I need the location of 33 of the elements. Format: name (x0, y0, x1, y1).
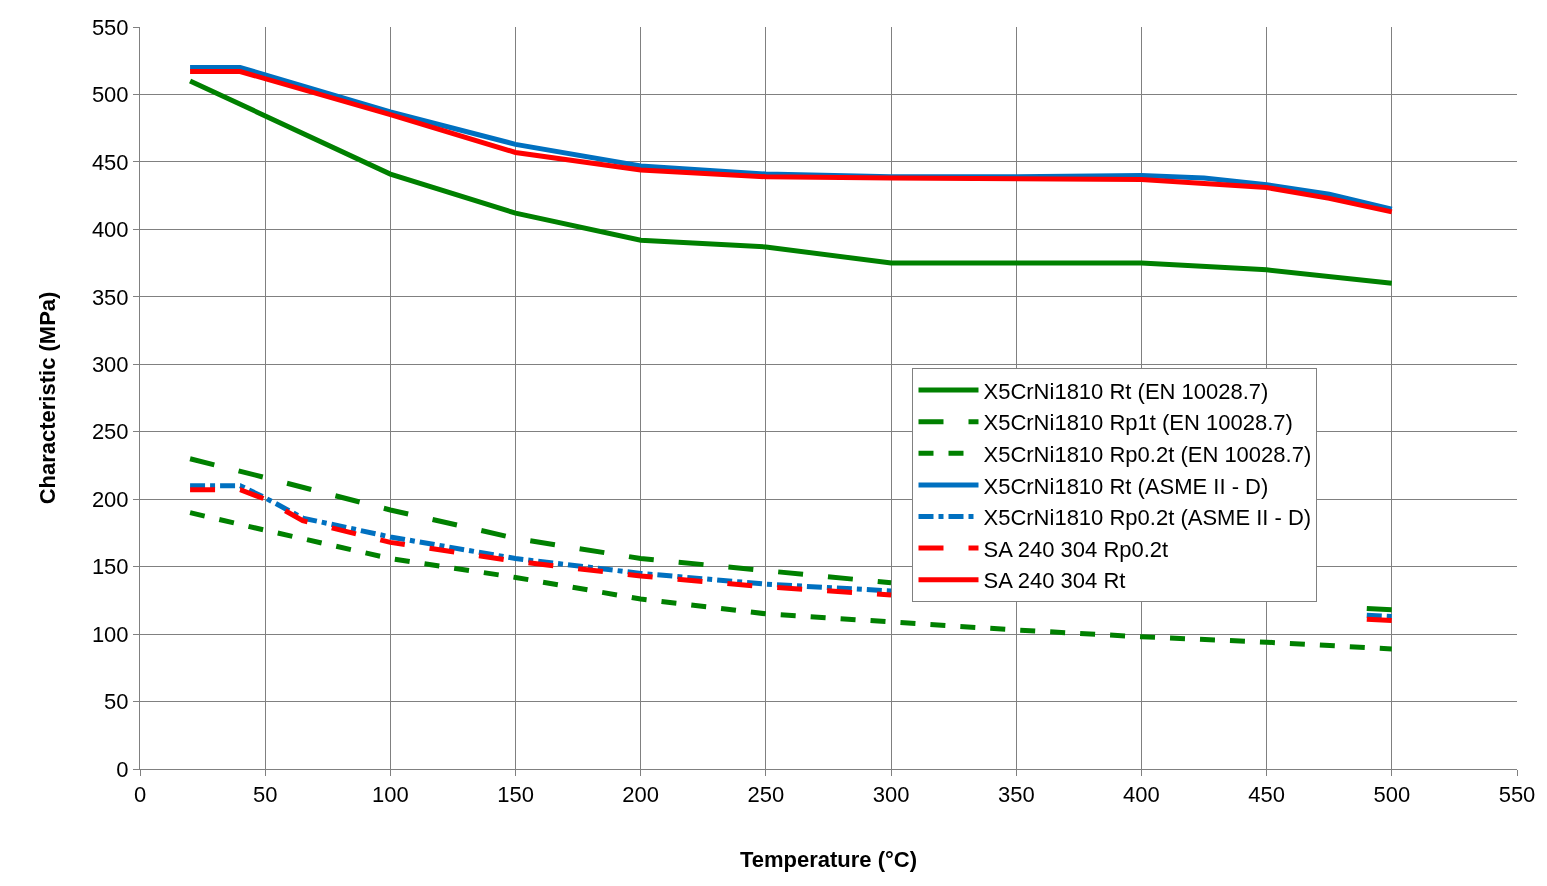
y-tick-label: 250 (91, 419, 129, 445)
legend-label: X5CrNi1810 Rp1t (EN 10028.7) (983, 410, 1293, 436)
x-tick-label: 550 (1498, 782, 1536, 808)
x-tick-label: 0 (133, 782, 147, 808)
x-tick-label: 100 (372, 782, 409, 808)
y-tick-label: 350 (91, 284, 129, 310)
y-tick-label: 150 (91, 554, 129, 580)
legend-label: X5CrNi1810 Rt (EN 10028.7) (983, 378, 1269, 404)
y-tick-label: 100 (91, 621, 129, 647)
x-tick-label: 350 (997, 782, 1035, 808)
legend-label: X5CrNi1810 Rt (ASME II - D) (983, 473, 1269, 499)
y-tick-label: 300 (91, 351, 129, 377)
x-axis-title: Temperature (°C) (739, 847, 918, 873)
x-tick-label: 400 (1123, 782, 1160, 808)
y-tick-label: 0 (116, 756, 129, 782)
legend-label: X5CrNi1810 Rp0.2t (EN 10028.7) (983, 441, 1312, 467)
x-tick-label: 200 (622, 782, 660, 808)
legend-label: SA 240 304 Rp0.2t (983, 536, 1169, 562)
y-tick-label: 500 (91, 82, 129, 108)
legend-label: X5CrNi1810 Rp0.2t (ASME II - D) (983, 505, 1312, 531)
legend-label: SA 240 304 Rt (983, 568, 1126, 594)
y-tick-label: 50 (104, 689, 129, 715)
y-axis-title: Characteristic (MPa) (34, 291, 60, 505)
x-tick-label: 250 (747, 782, 785, 808)
y-tick-label: 550 (91, 14, 129, 40)
x-tick-label: 500 (1373, 782, 1411, 808)
y-tick-label: 200 (91, 486, 129, 512)
y-tick-label: 400 (91, 217, 129, 243)
x-tick-label: 300 (872, 782, 910, 808)
x-tick-label: 50 (252, 782, 278, 808)
x-tick-label: 450 (1248, 782, 1285, 808)
x-tick-label: 150 (497, 782, 534, 808)
y-tick-label: 450 (91, 149, 129, 175)
